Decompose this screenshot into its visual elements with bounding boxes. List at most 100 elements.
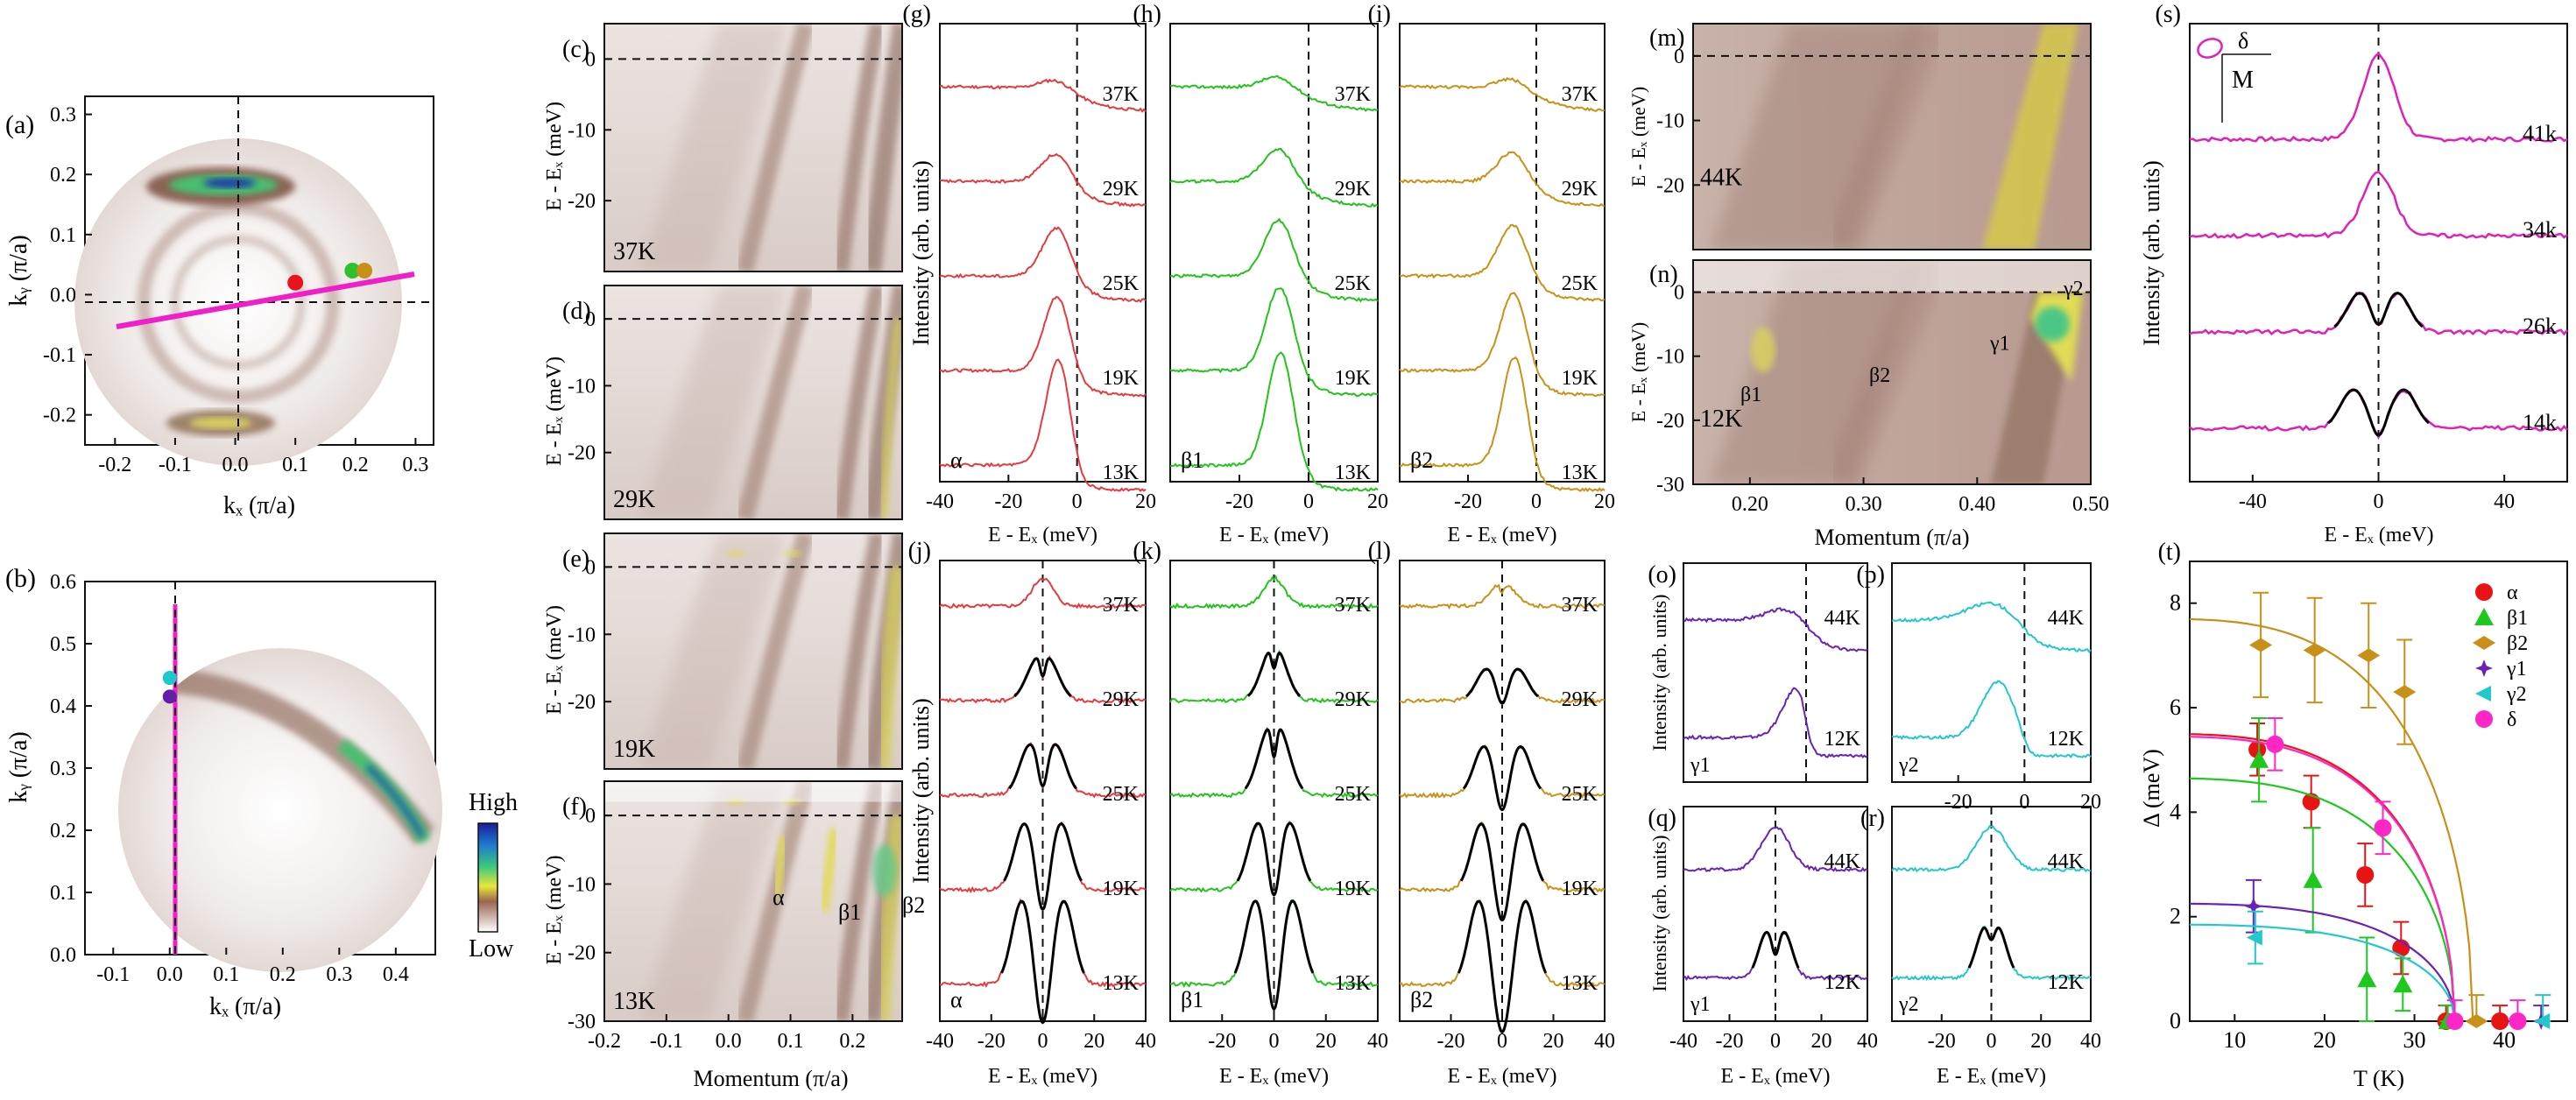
panel-b-ytick-label: 0.2: [50, 820, 76, 843]
panel-l-xtick-label: -20: [1437, 1030, 1465, 1053]
panel-j-temp-label: 37K: [1103, 594, 1140, 617]
panel-s-temp-label: 34k: [2523, 217, 2557, 243]
panel-m-temp-label: 44K: [1700, 164, 1742, 191]
panel-g-label: (g): [902, 1, 931, 28]
panel-t-point: [2374, 819, 2392, 837]
panel-r: 44K 12K (r) γ2 -20 0 20 40 E - Eₓ (meV): [1860, 805, 2101, 1088]
panel-k-temp-label: 25K: [1335, 783, 1372, 806]
panel-b-ytick-label: 0.3: [50, 758, 76, 780]
panel-g-edc-curve: [939, 358, 1147, 492]
panel-e-ylabel: E - Eₓ (meV): [543, 605, 566, 715]
panel-k-fit-curve: [1236, 821, 1312, 897]
panel-b-xtick-label: 0.3: [326, 963, 352, 986]
panel-s-inset: δM: [2197, 28, 2271, 123]
panel-b-ytick-label: 0.1: [50, 882, 76, 905]
panel-k-sym-curve: [1169, 575, 1379, 610]
panel-t-label: (t): [2158, 539, 2181, 566]
panel-s-curve: [2189, 170, 2568, 239]
panel-p-temp-label: 12K: [2048, 728, 2085, 751]
panel-i-label: (i): [1368, 1, 1391, 28]
panel-q-ylabel: Intensity (arb. units): [1648, 835, 1670, 991]
panel-h-edc-curve: [1169, 74, 1379, 112]
panel-b-xtick-label: -0.1: [96, 963, 130, 986]
panel-i-edc-curve: [1399, 356, 1606, 492]
panel-j-temp-label: 13K: [1103, 972, 1140, 995]
panel-t-xtick-label: 20: [2313, 1027, 2336, 1053]
panel-l-temp-label: 19K: [1562, 878, 1599, 900]
panel-k-xtick-label: 40: [1367, 1030, 1388, 1053]
panel-p-curve: [1891, 680, 2092, 759]
panel-j-band-label: α: [950, 987, 963, 1012]
panel-r-xtick-label: 20: [2030, 1030, 2051, 1053]
panel-i-edc-curve: [1399, 292, 1606, 398]
panel-e-ytick-label: -10: [568, 624, 596, 646]
panel-b-xlabel: kₓ (π/a): [209, 993, 281, 1020]
panel-q-xtick-label: 40: [1857, 1030, 1878, 1053]
panel-o-temp-label: 44K: [1824, 607, 1861, 630]
panel-t-legend-label: γ1: [2506, 658, 2527, 680]
panel-t-ytick-label: 2: [2170, 904, 2181, 929]
panel-b-xtick-label: 0.2: [270, 963, 296, 986]
panel-o-curve: [1683, 607, 1868, 652]
panel-d-frame: [603, 285, 903, 520]
panel-a: (a) -0.2 -0.1 0.0 0.1 0.2 0.3 -0.2 -0.1 0.0 0.1 0.…: [5, 95, 434, 519]
panel-l-sym-curve: [1399, 583, 1606, 610]
panel-e-ytick-label: 0: [585, 556, 596, 579]
panel-k-fit-curve: [1246, 652, 1302, 697]
panel-r-xtick-label: 40: [2080, 1030, 2101, 1053]
panel-n-frame: [1692, 259, 2092, 485]
panel-c-temp-label: 37K: [613, 238, 655, 265]
panel-o-band-label: γ1: [1690, 754, 1711, 777]
panel-q-xlabel: E - Eₓ (meV): [1721, 1065, 1831, 1088]
panel-l-fit-curve: [1459, 822, 1545, 922]
panel-a-ytick-label: 0.2: [50, 164, 76, 187]
panel-a-xtick-label: 0.3: [402, 454, 428, 476]
panel-o-curve: [1683, 687, 1868, 759]
panel-r-xlabel: E - Eₓ (meV): [1937, 1065, 2046, 1088]
panel-f-xtick-label: 0.2: [839, 1030, 865, 1053]
panel-j-temp-label: 29K: [1103, 688, 1140, 711]
panel-e-frame: [603, 532, 903, 770]
panel-a-marker: [356, 263, 373, 279]
panel-c-ylabel: E - Eₓ (meV): [543, 102, 566, 211]
panel-s-fit-curve: [2327, 388, 2430, 437]
panel-i-xtick-label: 20: [1594, 490, 1615, 513]
panel-n-band-beta2: β2: [1869, 364, 1890, 387]
panel-t-point: [2465, 1014, 2488, 1028]
panel-t-point: [2356, 865, 2375, 884]
panel-h-edc-curve: [1169, 147, 1379, 208]
panel-q-fit-curve: [1751, 931, 1800, 969]
panel-k-xlabel: E - Eₓ (meV): [1219, 1065, 1329, 1088]
panel-a-xtick-label: 0.1: [282, 454, 308, 476]
panel-f-label: (f): [562, 793, 587, 821]
panel-c: (c)0 -10 -20E - Eₓ (meV) 37K: [543, 23, 903, 272]
panel-c-ytick-label: -20: [568, 190, 596, 213]
panel-a-ytick-label: -0.2: [43, 405, 76, 427]
panel-j-fit-curve: [1008, 743, 1077, 790]
panel-t-fit-curve: [2189, 617, 2474, 1022]
panel-i-temp-label: 29K: [1562, 178, 1599, 201]
panel-t-series: [2189, 722, 2509, 1030]
panel-b: (b) -0.1 0.0 0.1 0.2 0.3 0.4 0.0 0.1 0.2 0.3 0.4 0.…: [5, 564, 518, 1020]
panel-l-temp-label: 13K: [1562, 972, 1599, 995]
panel-t-point: [2246, 929, 2262, 946]
panel-b-xtick-label: 0.1: [213, 963, 239, 986]
panel-a-ytick-label: 0.3: [50, 104, 76, 127]
panel-p-curve: [1891, 601, 2092, 653]
panel-c-frame: [603, 23, 903, 272]
panel-i-edc-curve: [1399, 223, 1606, 302]
panel-i-frame: [1399, 23, 1606, 483]
panel-l-xtick-label: 20: [1543, 1030, 1564, 1053]
panel-g-ylabel: Intensity (arb. units): [908, 160, 934, 346]
panel-t-legend-label: γ2: [2506, 683, 2527, 706]
panel-r-temp-label: 44K: [2048, 850, 2085, 873]
panel-p-frame: [1891, 562, 2092, 783]
panel-g-edc-curve: [939, 295, 1147, 398]
panel-s-xlabel: E - Eₓ (meV): [2325, 524, 2434, 546]
panel-k-temp-label: 19K: [1335, 878, 1372, 900]
panel-a-xtick-label: 0.2: [342, 454, 369, 476]
panel-t-fit-curve: [2189, 923, 2456, 1022]
panel-n-xtick-label: 0.40: [1958, 493, 1995, 516]
